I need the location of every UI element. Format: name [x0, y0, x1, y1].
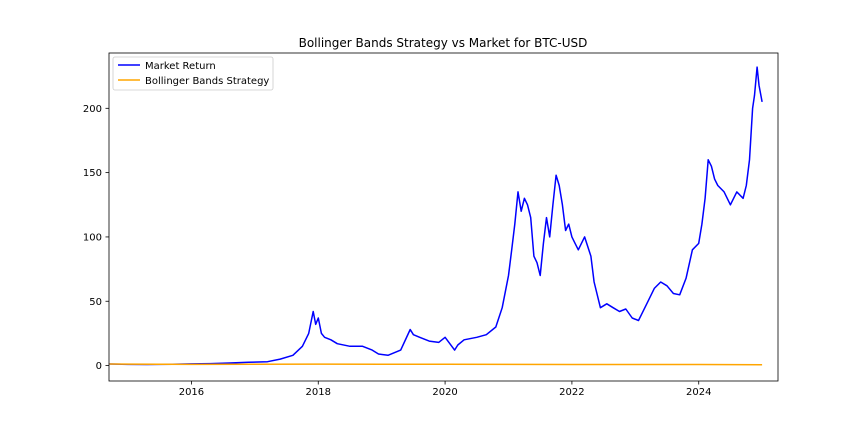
- plot-area: 2016 2018 2020 2022 2024 0 50 100 150 200: [83, 66, 763, 398]
- y-tick-label: 0: [96, 361, 102, 372]
- chart-title: Bollinger Bands Strategy vs Market for B…: [299, 36, 588, 50]
- legend: Market Return Bollinger Bands Strategy: [112, 56, 274, 91]
- x-tick-label: 2018: [306, 387, 331, 398]
- x-tick-label: 2020: [432, 387, 457, 398]
- series-line-market-return: [109, 66, 763, 366]
- y-tick-label: 150: [83, 168, 102, 179]
- x-tick-label: 2016: [179, 387, 204, 398]
- series-line-bollinger-strategy: [109, 363, 763, 366]
- legend-label-bollinger-strategy: Bollinger Bands Strategy: [145, 76, 269, 87]
- y-tick-label: 50: [89, 297, 102, 308]
- x-tick-label: 2024: [686, 387, 711, 398]
- plot-frame: [108, 52, 779, 382]
- x-tick-label: 2022: [559, 387, 584, 398]
- legend-label-market-return: Market Return: [145, 61, 216, 72]
- y-tick-label: 100: [83, 232, 102, 243]
- legend-box: [112, 56, 274, 91]
- y-tick-label: 200: [83, 104, 102, 115]
